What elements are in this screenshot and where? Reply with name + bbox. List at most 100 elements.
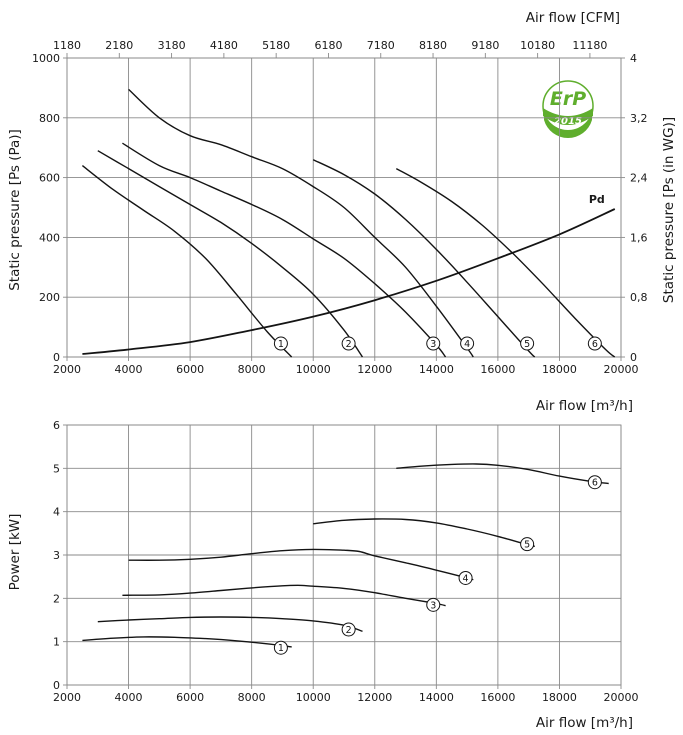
series-line-4 xyxy=(128,88,474,358)
plot-frame xyxy=(66,57,622,358)
series-line-1 xyxy=(81,165,293,358)
plot-frame xyxy=(66,424,622,686)
x-tick-label: 2000 xyxy=(53,691,81,704)
y-tick-label: 400 xyxy=(39,231,60,244)
series-marker-6 xyxy=(587,475,602,490)
y-tick-label: 1 xyxy=(53,636,60,649)
x-tick-label: 2000 xyxy=(53,363,81,376)
series-label-1: 1 xyxy=(278,339,284,350)
series-line-3 xyxy=(122,584,446,607)
y-tick-label: 200 xyxy=(39,291,60,304)
series-marker-5 xyxy=(520,537,535,552)
y-tick-label: 2 xyxy=(53,592,60,605)
series-marker-4 xyxy=(460,336,475,351)
x-tick-label: 20000 xyxy=(604,363,639,376)
x-tick-label: 18000 xyxy=(542,363,577,376)
x-tick-label: 18000 xyxy=(542,691,577,704)
erp-badge-year: 2015 xyxy=(554,116,582,127)
top-tick-label: 9180 xyxy=(471,39,499,52)
series-label-3: 3 xyxy=(430,600,436,611)
series-label-6: 6 xyxy=(592,339,598,350)
series-label-6: 6 xyxy=(592,478,598,489)
power-plot: 2000 4000 6000 8000 10000 12000 14000 16000 1800… xyxy=(53,419,639,704)
x-tick-label: 6000 xyxy=(176,691,204,704)
x-tick-label: 8000 xyxy=(238,363,266,376)
pressure-plot: 2000 4000 6000 8000 10000 12000 14000 16000 1800… xyxy=(32,39,648,376)
series-label-4: 4 xyxy=(464,339,470,350)
y-tick-label: 3 xyxy=(53,549,60,562)
series-marker-2 xyxy=(341,622,356,637)
series-label-1: 1 xyxy=(278,643,284,654)
top-tick-label: 5180 xyxy=(262,39,290,52)
x-tick-label: 12000 xyxy=(357,691,392,704)
y-tick-label: 1000 xyxy=(32,52,60,65)
series-line-5 xyxy=(312,159,536,358)
y-tick-label: 5 xyxy=(53,462,60,475)
top-tick-label: 1180 xyxy=(53,39,81,52)
series-label-Pd: Pd xyxy=(589,193,605,206)
x-tick-label: 6000 xyxy=(176,363,204,376)
x-tick-label: 12000 xyxy=(357,363,392,376)
series-label-5: 5 xyxy=(524,339,530,350)
y-tick-label: 0 xyxy=(53,351,60,364)
right-tick-label: 4 xyxy=(630,52,637,65)
series-marker-1 xyxy=(273,336,288,351)
series-line-1 xyxy=(82,636,292,648)
x-tick-label: 10000 xyxy=(296,691,331,704)
y-axis-title-pressure: Static pressure [Ps (Pa)] xyxy=(7,129,23,291)
erp-badge-text: ErP xyxy=(550,88,586,110)
x-tick-label: 14000 xyxy=(419,363,454,376)
series-line-2 xyxy=(97,616,363,632)
x-tick-label: 8000 xyxy=(238,691,266,704)
y-axis-title-power: Power [kW] xyxy=(7,514,23,591)
top-tick-label: 10180 xyxy=(520,39,555,52)
series-label-5: 5 xyxy=(524,540,530,551)
x-tick-label: 20000 xyxy=(604,691,639,704)
series-line-4 xyxy=(128,548,474,581)
x-tick-label: 4000 xyxy=(115,691,143,704)
right-tick-label: 3,2 xyxy=(630,112,648,125)
right-axis-title: Static pressure [Ps (in WG)] xyxy=(661,117,677,303)
series-marker-5 xyxy=(520,336,535,351)
top-tick-label: 7180 xyxy=(367,39,395,52)
x-tick-label: 16000 xyxy=(480,363,515,376)
series-marker-4 xyxy=(458,570,473,585)
x-tick-label: 10000 xyxy=(296,363,331,376)
y-tick-label: 800 xyxy=(39,112,60,125)
series-label-2: 2 xyxy=(346,625,352,636)
erp-badge: ErP 2015 xyxy=(540,80,594,138)
right-tick-label: 0 xyxy=(630,351,637,364)
top-tick-label: 4180 xyxy=(210,39,238,52)
series-line-Pd xyxy=(82,208,616,355)
x-tick-label: 14000 xyxy=(419,691,454,704)
x-tick-label: 16000 xyxy=(480,691,515,704)
series-line-6 xyxy=(395,167,616,358)
series-marker-2 xyxy=(341,336,356,351)
series-marker-1 xyxy=(273,640,288,655)
series-line-6 xyxy=(396,463,609,485)
top-tick-label: 2180 xyxy=(105,39,133,52)
x-axis-title-bottom-chart: Air flow [m³/h] xyxy=(536,715,633,731)
top-axis-title: Air flow [CFM] xyxy=(526,10,620,26)
top-tick-label: 3180 xyxy=(158,39,186,52)
series-line-3 xyxy=(122,142,447,358)
series-line-5 xyxy=(313,518,535,547)
series-marker-6 xyxy=(587,336,602,351)
y-tick-label: 6 xyxy=(53,419,60,432)
x-tick-label: 4000 xyxy=(115,363,143,376)
series-line-2 xyxy=(97,150,364,358)
right-tick-label: 0,8 xyxy=(630,291,648,304)
series-marker-3 xyxy=(426,597,441,612)
series-label-3: 3 xyxy=(430,339,436,350)
y-tick-label: 4 xyxy=(53,506,60,519)
top-tick-label: 8180 xyxy=(419,39,447,52)
series-label-2: 2 xyxy=(346,339,352,350)
series-marker-3 xyxy=(426,336,441,351)
right-tick-label: 2,4 xyxy=(630,172,648,185)
right-tick-label: 1,6 xyxy=(630,231,648,244)
series-label-4: 4 xyxy=(463,573,469,584)
x-axis-title-top-chart: Air flow [m³/h] xyxy=(536,398,633,414)
top-tick-label: 6180 xyxy=(314,39,342,52)
top-tick-label: 11180 xyxy=(572,39,607,52)
